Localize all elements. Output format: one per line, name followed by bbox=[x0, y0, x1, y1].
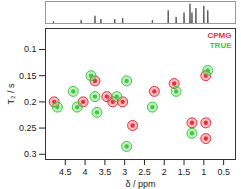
svg-text:2: 2 bbox=[162, 167, 167, 177]
svg-text:0.5: 0.5 bbox=[217, 167, 230, 177]
svg-text:4: 4 bbox=[83, 167, 88, 177]
svg-text:3: 3 bbox=[122, 167, 127, 177]
svg-text:3.5: 3.5 bbox=[99, 167, 112, 177]
svg-text:0.2: 0.2 bbox=[24, 97, 37, 107]
svg-text:1.5: 1.5 bbox=[178, 167, 191, 177]
svg-text:2.5: 2.5 bbox=[138, 167, 151, 177]
svg-text:0.15: 0.15 bbox=[19, 71, 37, 81]
svg-text:0.25: 0.25 bbox=[19, 123, 37, 133]
svg-text:0.1: 0.1 bbox=[24, 44, 37, 54]
svg-text:δ / ppm: δ / ppm bbox=[125, 179, 155, 189]
svg-text:4.5: 4.5 bbox=[59, 167, 72, 177]
svg-text:TRUE: TRUE bbox=[210, 41, 232, 50]
svg-text:CPMG: CPMG bbox=[208, 31, 232, 40]
svg-text:0.3: 0.3 bbox=[24, 149, 37, 159]
svg-text:1: 1 bbox=[201, 167, 206, 177]
svg-text:T₂ / s: T₂ / s bbox=[6, 83, 16, 104]
